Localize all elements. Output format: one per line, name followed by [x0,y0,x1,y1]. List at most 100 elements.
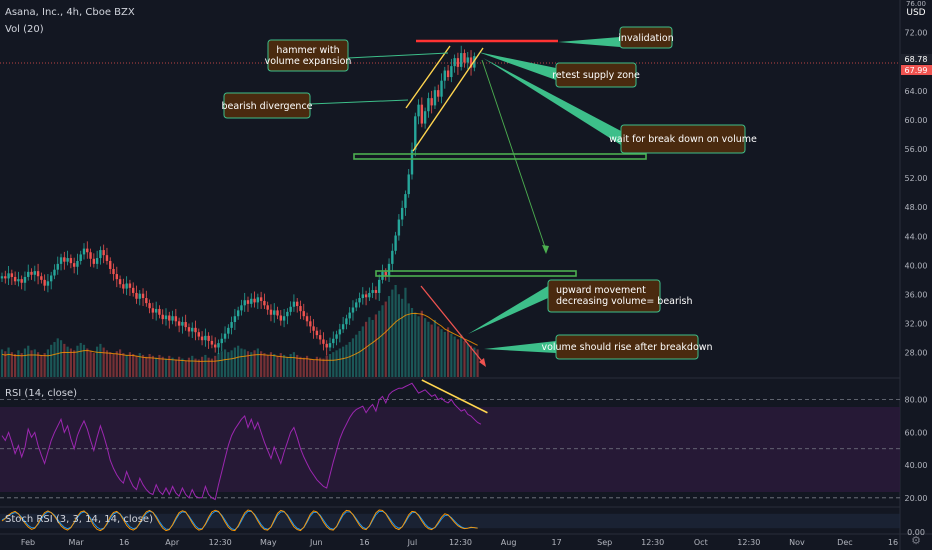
candle-body [466,57,469,63]
annotation-volume-rise[interactable]: volume should rise after breakdown [541,334,713,360]
candle-body [76,260,79,267]
time-tick-label: May [260,538,277,547]
volume-bar [325,355,328,377]
volume-bar [473,347,476,377]
annotation-hammer-line-1: hammer with [276,45,339,56]
volume-arrowhead [479,358,486,367]
channel-upper-line[interactable] [405,45,451,109]
volume-bar [469,345,473,377]
rsi-band [0,407,900,492]
volume-bar [342,346,345,377]
candle-body [289,306,292,312]
breakdown-projection-arrow[interactable] [481,59,547,251]
candle-body [341,324,345,330]
volume-bar [217,353,220,377]
candle-body [158,308,161,315]
stoch-legend[interactable]: Stoch RSI (3, 3, 14, 14, close) [5,514,153,525]
volume-bar [250,352,253,377]
price-tick-label: 64.00 [905,87,928,96]
volume-bar [50,344,53,377]
volume-bar [7,347,10,377]
currency-label[interactable]: USD [906,8,925,18]
last-price-tag: 68.78 [901,54,932,64]
candle-body [109,260,112,269]
volume-bar [43,353,46,377]
rsi-tick-label: 20.00 [905,494,928,503]
volume-bar [0,349,4,377]
annotation-callouts[interactable]: hammer with volume expansion invalidatio… [221,26,757,360]
candle-body [309,321,312,327]
volume-bar [263,353,266,377]
candle-body [27,271,30,277]
price-axis-column[interactable] [900,0,932,550]
stoch-rsi-panel [0,509,900,532]
volume-bar [391,289,394,377]
candle-body [279,315,282,321]
candle-body [200,336,204,341]
candle-body [263,300,266,306]
annotation-upward-movement[interactable]: upward movement decreasing volume= beari… [547,279,693,313]
settings-gear-icon[interactable]: ⚙ [911,534,921,547]
volume-bar [96,346,99,377]
time-axis-labels[interactable]: Feb Mar 16 Apr 12:30 May Jun 16 Jul 12:30 Aug 17 Sep… [21,538,898,547]
candle-body [450,66,453,78]
candle-body [269,309,273,315]
stoch-band [0,513,900,529]
rsi-legend[interactable]: RSI (14, close) [5,388,77,399]
invalidation-pointer [558,37,620,47]
candle-body [463,53,466,63]
volume-bar [381,305,384,377]
price-tick-label: 60.00 [905,116,928,125]
annotation-invalidation[interactable]: invalidation [618,26,674,49]
annotation-retest[interactable]: retest supply zone [552,62,640,88]
volume-bar [63,343,66,377]
support-zone-upper[interactable] [353,153,647,160]
time-tick-label: Sep [597,538,612,547]
candle-body [407,174,410,195]
volume-bar [155,357,158,377]
time-tick-label: 12:30 [737,538,760,547]
volume-bar [200,356,204,377]
volume-bar [237,345,240,377]
channel-lower-line[interactable] [412,47,484,152]
annotation-hammer[interactable]: hammer with volume expansion [265,39,352,72]
candle-body [89,252,92,259]
time-tick-label: Feb [21,538,35,547]
divergence-pointer [309,99,409,105]
time-tick-label: Nov [789,538,805,547]
annotation-wait-break[interactable]: wait for break down on volume [609,124,757,154]
price-axis-labels: 28.00 32.00 36.00 40.00 44.00 48.00 52.00 56.00… [905,0,928,358]
volume-decrease-arrow[interactable] [420,285,486,366]
volume-bar [168,355,171,377]
volume-bars [0,285,479,377]
volume-bar [305,355,309,377]
candle-body [128,283,132,288]
candle-body [135,292,138,299]
candle-body [174,316,178,322]
candle-body [7,273,10,279]
candle-body [387,263,391,276]
volume-bar [40,354,43,377]
volume-bar [125,354,128,377]
volume-bar [446,327,450,377]
volume-bar [279,353,282,377]
candle-body [154,308,158,313]
support-zone-lower[interactable] [375,270,577,277]
drawings[interactable] [0,39,900,414]
volume-bar [164,358,168,377]
volume-bar [230,350,233,377]
symbol-legend[interactable]: Asana, Inc., 4h, Cboe BZX [5,7,135,18]
volume-bar [453,336,456,377]
volume-bar [141,354,145,377]
candle-body [132,287,135,293]
volume-bar [315,356,318,377]
volume-bar [414,312,417,377]
annotation-bearish-divergence[interactable]: bearish divergence [221,92,313,119]
candle-body [355,302,358,308]
volume-legend[interactable]: Vol (20) [5,24,44,35]
rsi-divergence-line[interactable] [421,379,488,414]
volume-bar [122,353,125,377]
candle-body [138,293,141,299]
volume-bar [4,351,7,377]
